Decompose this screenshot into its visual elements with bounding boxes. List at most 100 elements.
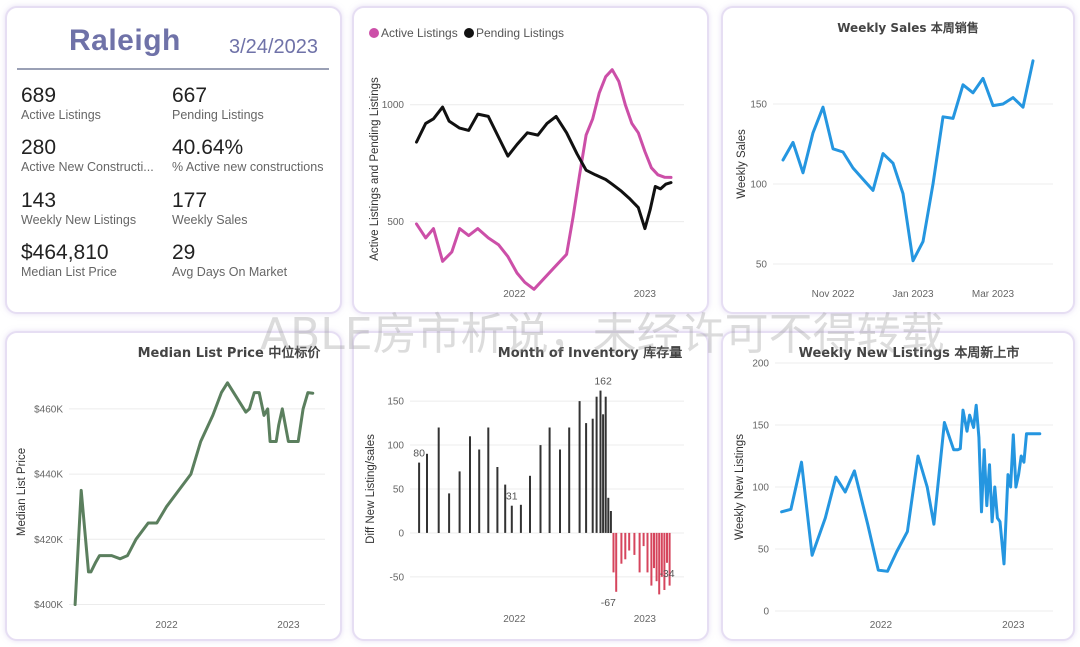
inventory-bar [628, 532, 631, 551]
data-point [507, 256, 509, 258]
data-point [269, 440, 271, 443]
data-label: 80 [413, 448, 425, 460]
data-point [147, 522, 149, 524]
inventory-bar [448, 493, 451, 533]
data-point [882, 153, 884, 155]
inventory-bar [663, 532, 666, 590]
data-point [579, 174, 581, 176]
data-point [245, 411, 247, 413]
inventory-bar [660, 532, 663, 577]
data-point [239, 401, 241, 403]
x-tick-label: 2022 [155, 620, 178, 631]
weekly-sales-chart: Weekly Sales 本周销售 50 100 150 Nov 2022 Jan 202… [721, 6, 1075, 314]
data-point [516, 143, 518, 146]
y-tick-label: 150 [752, 421, 769, 432]
data-point [272, 440, 274, 443]
legend-marker-active [369, 28, 379, 38]
kpi-value: 280 [21, 136, 57, 159]
x-tick-label: Jan 2023 [892, 289, 934, 300]
inventory-bar [638, 532, 641, 573]
data-point [178, 489, 180, 491]
data-point [487, 115, 489, 117]
kpi-label: Pending Listings [172, 108, 264, 122]
inventory-bar [568, 427, 571, 533]
inventory-bar [658, 532, 661, 595]
inventory-bar [426, 453, 428, 533]
weekly-new-listings-chart: Weekly New Listings 本周新上市 0 50 100 150 200 202… [721, 331, 1075, 641]
inventory-bar [548, 427, 551, 533]
data-point [539, 281, 542, 283]
kpi-weekly-new-listings: 143 Weekly New Listings [21, 189, 171, 228]
series-line-weekly-sales [781, 59, 1035, 263]
data-point [307, 392, 309, 394]
data-point [468, 235, 470, 237]
data-point [781, 511, 783, 513]
inventory-bar [650, 532, 653, 586]
y-tick-label: 50 [756, 260, 768, 271]
data-point [477, 228, 479, 230]
data-point [95, 561, 97, 563]
data-point [1015, 486, 1017, 488]
data-point [1012, 434, 1014, 436]
data-point [962, 409, 964, 411]
data-point [459, 127, 461, 129]
data-point [986, 505, 988, 507]
data-point [790, 508, 792, 510]
data-point [926, 486, 928, 488]
data-point [1039, 433, 1041, 435]
data-point [902, 193, 904, 195]
kpi-label: Active Listings [21, 108, 101, 122]
x-tick-label: 2023 [634, 614, 657, 625]
data-point [220, 392, 222, 394]
data-point [1022, 106, 1024, 108]
data-point [267, 408, 269, 410]
chart-title: Median List Price 中位标价 [138, 345, 322, 361]
data-point [533, 288, 535, 290]
data-point [975, 404, 977, 406]
data-point [566, 253, 568, 255]
data-point [999, 521, 1001, 523]
kpi-avg-days-on-market: 29 Avg Days On Market [172, 241, 322, 280]
data-point [867, 523, 869, 525]
data-point [156, 522, 158, 524]
kpi-value: $464,810 [21, 241, 109, 264]
data-point [957, 449, 959, 451]
data-point [812, 132, 814, 134]
x-tick-label: 2022 [503, 289, 526, 300]
data-point [507, 155, 509, 157]
title-divider [17, 68, 329, 70]
data-point [74, 603, 76, 606]
data-point [962, 84, 964, 86]
kpi-value: 29 [172, 241, 196, 264]
data-point [822, 106, 824, 108]
series-line-weekly-new-listings [780, 403, 1042, 573]
x-tick-label: 2022 [503, 614, 526, 625]
data-point [432, 228, 435, 230]
data-point [953, 449, 955, 451]
data-point [200, 440, 202, 443]
data-point [190, 473, 192, 475]
kpi-pct-new-construction: 40.64% % Active new constructions [172, 136, 337, 175]
data-point [862, 178, 864, 180]
data-point [637, 132, 639, 134]
data-point [1018, 474, 1020, 476]
data-point [620, 190, 622, 192]
y-tick-label: $400K [34, 600, 63, 611]
y-tick-label: 50 [393, 485, 405, 496]
data-point [537, 134, 539, 136]
data-point [605, 178, 607, 181]
data-point [302, 408, 304, 410]
data-point [1025, 433, 1028, 435]
data-point [792, 141, 794, 143]
inventory-bar [666, 532, 668, 563]
data-point [657, 174, 659, 176]
kpi-label: Median List Price [21, 265, 117, 279]
x-tick-label: 2022 [870, 620, 893, 631]
kpi-label: Weekly New Listings [21, 213, 137, 227]
data-point [552, 267, 555, 269]
data-point [917, 455, 919, 457]
data-label: -67 [601, 597, 616, 609]
y-tick-label: $440K [34, 470, 63, 481]
legend-label-active: Active Listings [381, 26, 458, 40]
data-point [297, 440, 299, 443]
